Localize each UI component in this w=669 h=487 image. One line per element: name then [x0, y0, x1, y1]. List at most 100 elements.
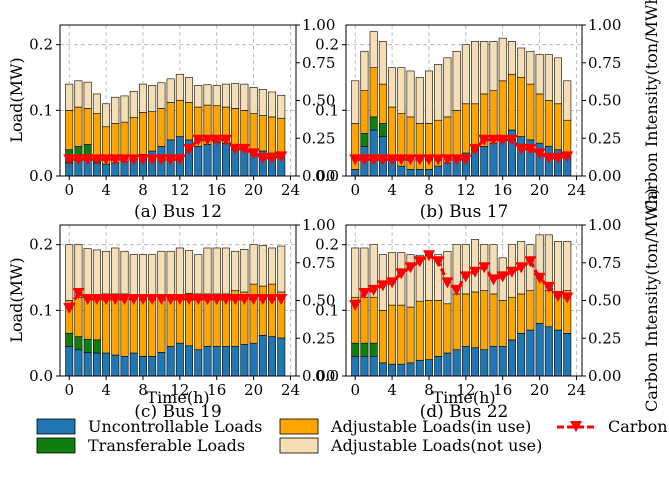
bar-uncontrollable-4 [388, 363, 397, 377]
carbon-marker-18 [515, 262, 528, 274]
bar-adjustable-in-use-18 [517, 77, 526, 137]
bar-adjustable-not-use-17 [507, 41, 516, 75]
bar-uncontrollable-2 [83, 352, 92, 377]
bar-adjustable-not-use-23 [563, 80, 572, 121]
carbon-marker-14 [478, 134, 491, 146]
y-right-tick-label-1: 0.25 [588, 129, 621, 147]
bar-adjustable-in-use-16 [498, 300, 507, 347]
carbon-marker-3 [90, 154, 103, 166]
bar-adjustable-not-use-15 [203, 84, 212, 106]
bar-transferable-2 [83, 338, 92, 353]
bar-uncontrollable-15 [489, 142, 498, 177]
bar-adjustable-not-use-10 [157, 250, 166, 297]
legend-label-adjustable-not-use: Adjustable Loads(not use) [330, 436, 542, 455]
carbon-marker-23 [275, 293, 288, 305]
carbon-marker-15 [487, 274, 500, 286]
x-tick-label-2: 8 [138, 181, 148, 199]
bar-adjustable-not-use-21 [258, 245, 267, 287]
bar-uncontrollable-3 [378, 362, 387, 377]
x-tick-label-2: 8 [424, 381, 434, 399]
carbon-marker-6 [404, 262, 417, 274]
carbon-marker-22 [266, 293, 279, 305]
bar-adjustable-not-use-2 [369, 31, 378, 68]
carbon-marker-17 [219, 134, 232, 146]
panel-1: 0 4 8 12 16 20 24 0.0 0.1 0.2 0.00 0.25 0.50 0.75 1.00… [29, 16, 335, 222]
carbon-marker-6 [118, 154, 131, 166]
carbon-marker-3 [376, 280, 389, 292]
carbon-marker-19 [524, 143, 537, 155]
y-right-tick-label-3: 0.75 [302, 254, 335, 272]
bar-adjustable-in-use-2 [369, 296, 378, 344]
bar-adjustable-not-use-7 [415, 254, 424, 302]
carbon-marker-16 [496, 271, 509, 283]
bar-adjustable-not-use-6 [120, 95, 129, 123]
bar-adjustable-in-use-4 [388, 304, 397, 365]
bar-adjustable-in-use-17 [507, 73, 516, 131]
carbon-marker-17 [505, 266, 518, 278]
y-left-tick-label-1: 0.1 [315, 101, 339, 119]
carbon-marker-14 [192, 134, 205, 146]
y-left-tick-label-0: 0.0 [315, 367, 339, 385]
carbon-marker-21 [256, 293, 269, 305]
bar-uncontrollable-18 [231, 346, 240, 377]
carbon-marker-5 [109, 293, 122, 305]
carbon-marker-12 [459, 154, 472, 166]
panel-3: 0 4 8 12 16 20 24 0.0 0.1 0.2 0.00 0.25 0.50 0.75 1.00… [29, 216, 335, 422]
carbon-marker-21 [542, 281, 555, 293]
bar-adjustable-not-use-8 [138, 83, 147, 113]
bar-uncontrollable-14 [194, 146, 203, 177]
panels: 0 4 8 12 16 20 240.00.10.20.000.250.500.751.00… [29, 16, 621, 422]
bar-adjustable-in-use-23 [563, 119, 572, 154]
panel-4: 0 4 8 12 16 20 24 0.0 0.1 0.2 0.00 0.25 0.50 0.75 1.00… [315, 216, 621, 422]
carbon-marker-5 [395, 154, 408, 166]
y-right-tick-label-1: 0.25 [588, 329, 621, 347]
carbon-marker-16 [210, 293, 223, 305]
bar-transferable-3 [378, 123, 387, 137]
carbon-marker-19 [238, 143, 251, 155]
y-right-tick-label-4: 1.00 [588, 216, 621, 234]
bar-uncontrollable-11 [452, 349, 461, 377]
bar-adjustable-not-use-16 [498, 37, 507, 82]
bar-adjustable-not-use-22 [268, 91, 277, 118]
bar-adjustable-not-use-7 [129, 91, 138, 118]
carbon-marker-2 [367, 284, 380, 296]
bar-uncontrollable-15 [203, 346, 212, 377]
bar-adjustable-in-use-6 [406, 306, 415, 364]
bar-adjustable-not-use-20 [249, 244, 258, 285]
bar-adjustable-in-use-0 [65, 110, 74, 151]
bar-adjustable-in-use-11 [452, 293, 461, 351]
bar-adjustable-in-use-17 [507, 296, 516, 341]
bar-adjustable-not-use-0 [65, 244, 74, 301]
carbon-marker-12 [173, 154, 186, 166]
bar-adjustable-in-use-7 [129, 296, 138, 354]
bar-adjustable-not-use-0 [65, 83, 74, 111]
carbon-marker-0 [349, 300, 362, 312]
bar-uncontrollable-21 [544, 326, 553, 377]
carbon-marker-4 [386, 277, 399, 289]
bar-adjustable-not-use-4 [102, 250, 111, 295]
bar-uncontrollable-0 [351, 169, 360, 177]
bar-uncontrollable-2 [369, 129, 378, 177]
bar-adjustable-in-use-3 [378, 83, 387, 124]
bar-uncontrollable-16 [212, 346, 221, 377]
carbon-marker-22 [266, 152, 279, 164]
y-right-tick-label-0: 0.00 [302, 367, 335, 385]
x-tick-label-5: 20 [530, 181, 549, 199]
bar-uncontrollable-20 [249, 342, 258, 377]
bar-adjustable-in-use-12 [461, 293, 470, 347]
bar-adjustable-not-use-8 [424, 254, 433, 301]
bar-adjustable-in-use-19 [526, 290, 535, 331]
x-tick-label-1: 4 [101, 381, 111, 399]
bar-uncontrollable-1 [360, 356, 369, 377]
ylabel-right-bottom: Carbon Intensity(ton/MWh) [642, 188, 661, 412]
bar-adjustable-in-use-9 [148, 111, 157, 152]
bar-adjustable-in-use-21 [544, 100, 553, 147]
bar-adjustable-not-use-18 [231, 250, 240, 291]
bar-adjustable-not-use-3 [92, 93, 101, 114]
bar-adjustable-not-use-10 [157, 82, 166, 109]
bar-uncontrollable-0 [65, 346, 74, 377]
bar-adjustable-not-use-22 [268, 247, 277, 285]
carbon-marker-2 [367, 154, 380, 166]
carbon-marker-20 [533, 272, 546, 284]
